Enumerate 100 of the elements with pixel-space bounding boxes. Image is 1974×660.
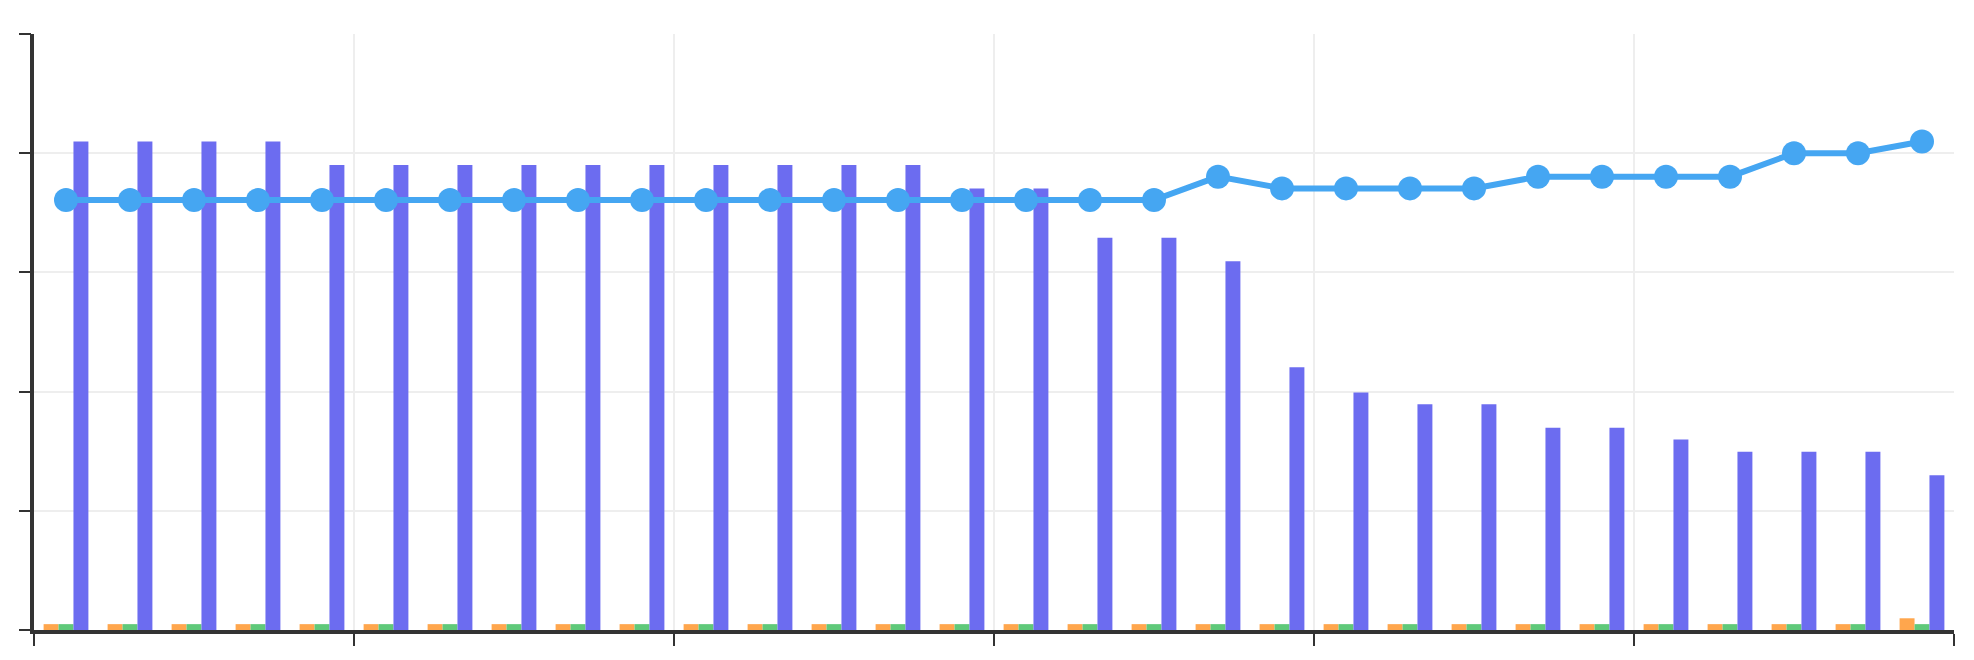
point xyxy=(374,188,398,213)
bar xyxy=(1451,624,1467,630)
point xyxy=(1654,164,1678,189)
bar xyxy=(619,624,635,630)
point xyxy=(822,188,846,213)
bar xyxy=(1929,475,1945,630)
bar xyxy=(905,164,921,630)
bar xyxy=(649,164,665,630)
bar xyxy=(555,624,571,630)
bar xyxy=(1210,624,1226,630)
point xyxy=(1078,188,1102,213)
point xyxy=(758,188,782,213)
point xyxy=(502,188,526,213)
point xyxy=(630,188,654,213)
bar xyxy=(1786,624,1802,630)
bar xyxy=(1417,404,1433,630)
bar xyxy=(1338,624,1354,630)
bar xyxy=(890,624,906,630)
bar xyxy=(122,624,138,630)
bar xyxy=(1643,624,1659,630)
point xyxy=(566,188,590,213)
point xyxy=(118,188,142,213)
bar xyxy=(1003,624,1019,630)
bar xyxy=(1609,427,1625,630)
bar xyxy=(954,624,970,630)
bar xyxy=(826,624,842,630)
bar xyxy=(250,624,266,630)
bar xyxy=(1195,624,1211,630)
bar xyxy=(585,164,601,630)
point xyxy=(1910,129,1934,154)
bar xyxy=(1530,624,1546,630)
bar xyxy=(457,164,473,630)
bar xyxy=(1579,624,1595,630)
point xyxy=(1206,164,1230,189)
point xyxy=(1398,176,1422,201)
bar xyxy=(1353,392,1369,630)
bar xyxy=(747,624,763,630)
point xyxy=(1014,188,1038,213)
bar xyxy=(201,141,217,630)
bar xyxy=(875,624,891,630)
bar xyxy=(969,188,985,630)
bar xyxy=(265,141,281,630)
point xyxy=(246,188,270,213)
bar xyxy=(329,164,345,630)
bar xyxy=(1274,624,1290,630)
bar xyxy=(107,624,123,630)
bar xyxy=(1707,624,1723,630)
bar xyxy=(1289,367,1305,630)
bar xyxy=(1323,624,1339,630)
bar xyxy=(634,624,650,630)
bar xyxy=(939,624,955,630)
bar xyxy=(1545,427,1561,630)
point xyxy=(1462,176,1486,201)
bar xyxy=(1131,624,1147,630)
bar xyxy=(1835,624,1851,630)
bar xyxy=(235,624,251,630)
bar xyxy=(570,624,586,630)
bar xyxy=(762,624,778,630)
bar xyxy=(713,164,729,630)
bar xyxy=(1515,624,1531,630)
bar xyxy=(314,624,330,630)
point xyxy=(182,188,206,213)
bar xyxy=(1722,624,1738,630)
bar xyxy=(1865,451,1881,630)
point xyxy=(1590,164,1614,189)
bar xyxy=(1673,439,1689,630)
bar xyxy=(777,164,793,630)
bar xyxy=(171,624,187,630)
bar xyxy=(1466,624,1482,630)
bar xyxy=(299,624,315,630)
bar xyxy=(378,624,394,630)
bar xyxy=(43,624,59,630)
point xyxy=(438,188,462,213)
bar xyxy=(506,624,522,630)
bar xyxy=(1082,624,1098,630)
bar xyxy=(1801,451,1817,630)
bar xyxy=(186,624,202,630)
bar xyxy=(1018,624,1034,630)
point xyxy=(1334,176,1358,201)
bar xyxy=(442,624,458,630)
bar xyxy=(137,141,153,630)
bar xyxy=(427,624,443,630)
bar xyxy=(1658,624,1674,630)
bar xyxy=(841,164,857,630)
point xyxy=(886,188,910,213)
bar xyxy=(1402,624,1418,630)
point xyxy=(694,188,718,213)
bar xyxy=(1481,404,1497,630)
bar xyxy=(1771,624,1787,630)
bar xyxy=(1594,624,1610,630)
point xyxy=(1142,188,1166,213)
bar xyxy=(1033,188,1049,630)
point xyxy=(310,188,334,213)
bar xyxy=(1097,237,1113,630)
point xyxy=(54,188,78,213)
bar xyxy=(1161,237,1177,630)
bar xyxy=(73,141,89,630)
point xyxy=(1526,164,1550,189)
bar xyxy=(1737,451,1753,630)
bar xyxy=(521,164,537,630)
